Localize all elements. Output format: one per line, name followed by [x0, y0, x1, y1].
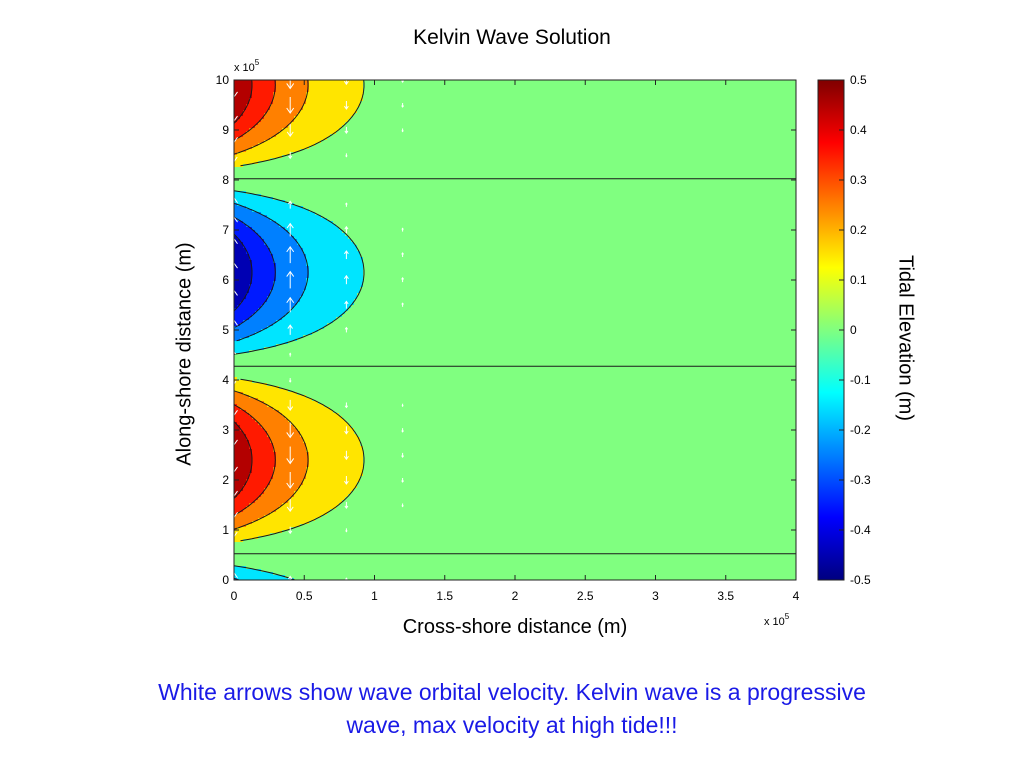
heatmap-cells — [234, 80, 799, 582]
